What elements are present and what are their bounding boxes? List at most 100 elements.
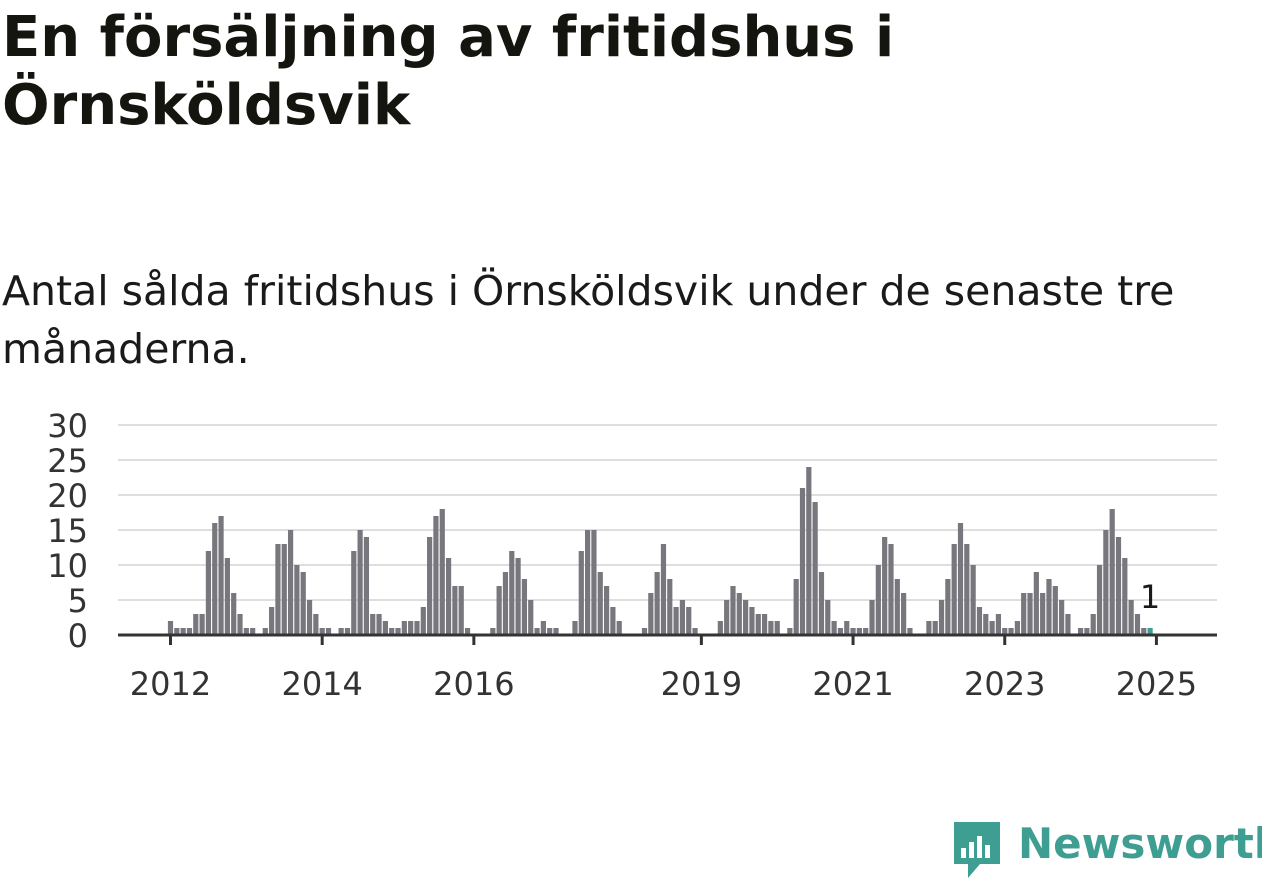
bar [1033, 572, 1039, 635]
bar [490, 628, 496, 635]
bar [667, 579, 673, 635]
bar [199, 614, 205, 635]
x-tick-label: 2014 [281, 665, 362, 700]
bar [338, 628, 344, 635]
bar [793, 579, 799, 635]
bar [1059, 600, 1065, 635]
page-title: En försäljning av fritidshus i Örnskölds… [2, 5, 895, 138]
x-tick-label: 2023 [964, 665, 1045, 700]
bar [1046, 579, 1052, 635]
y-tick-label: 5 [68, 582, 88, 620]
bar [597, 572, 603, 635]
x-axis-ticks: 2012 2014 2016 2019 2021 2023 2025 [130, 635, 1197, 700]
bar [1134, 614, 1141, 635]
bar [496, 586, 502, 635]
bar [957, 523, 964, 635]
bar [976, 607, 983, 635]
bar [1103, 530, 1109, 635]
bar [932, 621, 938, 635]
bar [692, 628, 698, 635]
bar [837, 628, 844, 635]
bar [319, 628, 325, 635]
bar [743, 600, 749, 635]
bar [1008, 628, 1014, 635]
x-tick-label: 2012 [130, 665, 211, 700]
bar [294, 565, 300, 635]
bar [237, 614, 243, 635]
bar [686, 607, 692, 635]
bar [502, 572, 509, 635]
bar [1077, 628, 1084, 635]
bar [926, 621, 932, 635]
bar [452, 586, 458, 635]
bar [351, 551, 357, 635]
bar [1021, 593, 1027, 635]
bar [344, 628, 351, 635]
bar [730, 586, 736, 635]
bar [572, 621, 578, 635]
bar [787, 628, 793, 635]
bar [616, 621, 622, 635]
bar [755, 614, 761, 635]
y-tick-label: 20 [47, 477, 88, 515]
bar [212, 523, 218, 635]
newsworthy-logo: Newsworthy [950, 818, 1262, 882]
bar [641, 628, 648, 635]
bar [553, 628, 559, 635]
chart-subtitle: Antal sålda fritidshus i Örnsköldsvik un… [2, 267, 1175, 373]
bar [951, 544, 957, 635]
bar [414, 621, 420, 635]
bar [894, 579, 900, 635]
bar [167, 621, 174, 635]
y-tick-label: 10 [47, 547, 88, 585]
bar [907, 628, 913, 635]
bar [799, 488, 806, 635]
bar [717, 621, 723, 635]
bar [774, 621, 780, 635]
bar [983, 614, 989, 635]
bar [660, 544, 667, 635]
x-tick-label: 2021 [812, 665, 893, 700]
bar [761, 614, 768, 635]
bar [534, 628, 540, 635]
bar [603, 586, 610, 635]
bar [186, 628, 193, 635]
newsworthy-chart-bubble-icon [954, 822, 1000, 878]
bar [243, 628, 249, 635]
bar [433, 516, 439, 635]
bar [395, 628, 401, 635]
bar [509, 551, 515, 635]
bar [1128, 600, 1134, 635]
x-tick-label: 2016 [433, 665, 514, 700]
bar [591, 530, 597, 635]
bar [1115, 537, 1122, 635]
bar [445, 558, 452, 635]
bar [812, 502, 818, 635]
bar [585, 530, 591, 635]
bar [654, 572, 660, 635]
bar [300, 572, 306, 635]
bar [850, 628, 856, 635]
bar [325, 628, 332, 635]
bar [888, 544, 894, 635]
bar [275, 544, 281, 635]
bar [856, 628, 862, 635]
bar [205, 551, 212, 635]
bar [882, 537, 888, 635]
bar [231, 593, 237, 635]
bar [287, 530, 294, 635]
bar [528, 600, 534, 635]
bar [831, 621, 837, 635]
bar [174, 628, 180, 635]
bar [1027, 593, 1033, 635]
bar [1052, 586, 1058, 635]
bar [408, 621, 414, 635]
bar [863, 628, 869, 635]
bar [1084, 628, 1090, 635]
bar [521, 579, 528, 635]
bar [901, 593, 907, 635]
bar [515, 558, 521, 635]
bar [648, 593, 654, 635]
